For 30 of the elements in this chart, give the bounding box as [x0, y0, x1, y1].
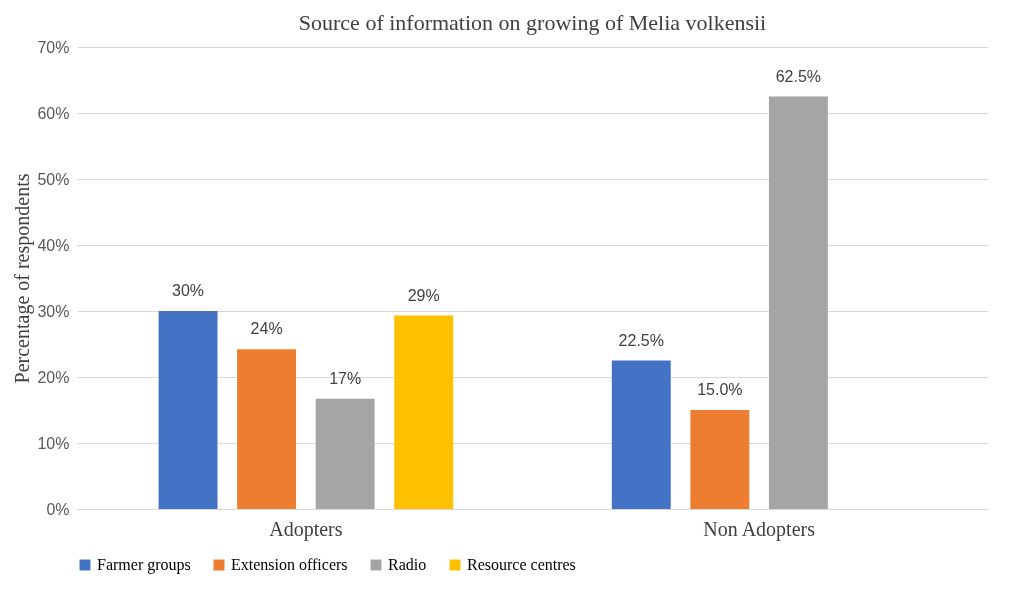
bar [315, 398, 375, 509]
data-label: 30% [172, 282, 205, 299]
y-tick-label: 40% [37, 236, 70, 254]
bar [611, 360, 671, 509]
chart-title: Source of information on growing of Melia volkensii [298, 10, 767, 35]
y-tick-label: 70% [37, 38, 70, 56]
y-tick-label: 50% [37, 170, 70, 188]
y-tick-label: 30% [37, 302, 70, 320]
x-tick-label: Non Adopters [703, 517, 816, 541]
data-label: 17% [329, 369, 362, 387]
data-label: 22.5% [618, 331, 664, 349]
y-tick-label: 20% [37, 368, 70, 386]
y-axis-title: Percentage of respondents [11, 173, 35, 384]
data-label: 15.0% [697, 381, 743, 398]
data-label: 29% [407, 286, 440, 304]
bar [158, 311, 218, 509]
legend-label: Resource centres [467, 556, 576, 573]
y-tick-label: 0% [46, 500, 70, 518]
data-label: 62.5% [775, 67, 822, 85]
y-tick-label: 10% [37, 434, 70, 452]
bar [394, 315, 454, 509]
bar [690, 410, 750, 509]
legend-label: Radio [388, 556, 427, 573]
legend-label: Extension officers [231, 556, 348, 573]
bar [768, 96, 828, 509]
bar [237, 349, 297, 509]
legend-label: Farmer groups [97, 556, 191, 574]
y-tick-label: 60% [37, 104, 70, 122]
data-label: 24% [250, 320, 283, 338]
x-tick-label: Adopters [269, 517, 343, 541]
